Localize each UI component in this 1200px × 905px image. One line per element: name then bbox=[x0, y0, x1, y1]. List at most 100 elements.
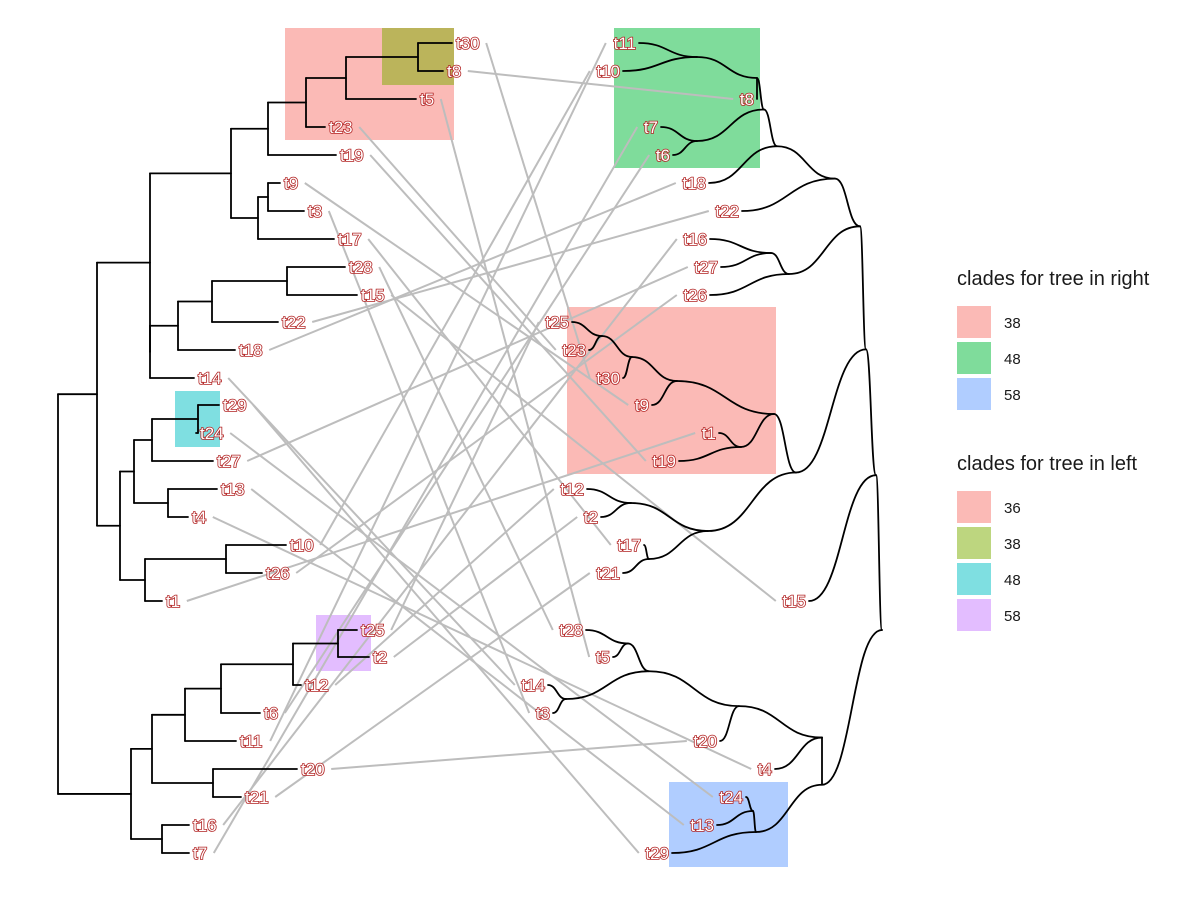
right-tip-label: t23 bbox=[562, 341, 586, 360]
left-tip-label: t19 bbox=[340, 146, 364, 165]
branch-right bbox=[740, 413, 775, 448]
left-tip-label: t20 bbox=[301, 760, 325, 779]
link-t20 bbox=[331, 740, 687, 770]
branch-right bbox=[565, 670, 650, 700]
branch-right bbox=[821, 629, 883, 786]
legend-label: 36 bbox=[1004, 500, 1021, 517]
right-tip-label: t14 bbox=[521, 676, 545, 695]
branch-right bbox=[552, 698, 567, 714]
right-tip-label: t22 bbox=[715, 202, 739, 221]
link-t23 bbox=[358, 126, 557, 351]
left-tip-label: t11 bbox=[240, 732, 262, 751]
left-tip-label: t13 bbox=[221, 480, 245, 499]
branch-right bbox=[720, 252, 772, 268]
legend-title: clades for tree in left bbox=[957, 453, 1138, 475]
left-tip-label: t18 bbox=[239, 341, 263, 360]
branch-right bbox=[859, 225, 867, 351]
branch-right bbox=[808, 474, 877, 602]
right-tip-label: t16 bbox=[683, 230, 707, 249]
link-t17 bbox=[367, 238, 612, 546]
branch-right bbox=[678, 446, 742, 462]
branch-right bbox=[875, 474, 883, 631]
legend-key bbox=[957, 491, 991, 523]
link-t29 bbox=[252, 404, 640, 854]
branch-right bbox=[696, 108, 765, 142]
left-tip-label: t17 bbox=[338, 230, 362, 249]
right-tip-label: t12 bbox=[560, 480, 584, 499]
right-tip-label: t3 bbox=[536, 704, 550, 723]
legend-key bbox=[957, 599, 991, 631]
legend-key bbox=[957, 342, 991, 374]
right-tip-label: t19 bbox=[652, 452, 676, 471]
right-tip-label: t4 bbox=[758, 760, 772, 779]
legend-key bbox=[957, 306, 991, 338]
branch-right bbox=[774, 736, 823, 770]
left-tip-label: t15 bbox=[361, 286, 385, 305]
branch-right bbox=[676, 380, 775, 415]
link-t9 bbox=[304, 182, 629, 406]
link-t10 bbox=[319, 70, 591, 546]
clade-right-38 bbox=[567, 307, 776, 474]
branch-right bbox=[622, 356, 633, 379]
branch-right bbox=[643, 544, 650, 560]
link-t12 bbox=[334, 488, 555, 686]
branch-right bbox=[660, 126, 698, 142]
left-tip-label: t6 bbox=[264, 704, 278, 723]
branch-right bbox=[770, 252, 790, 275]
legend-label: 38 bbox=[1004, 315, 1021, 332]
link-t27 bbox=[246, 266, 689, 462]
left-tip-label: t26 bbox=[266, 564, 290, 583]
branch-right bbox=[865, 348, 877, 477]
right-tip-label: t17 bbox=[617, 536, 641, 555]
branch-right bbox=[709, 238, 772, 254]
branch-right bbox=[672, 140, 698, 156]
left-tip-label: t7 bbox=[193, 844, 207, 863]
right-tip-label: t25 bbox=[545, 313, 569, 332]
left-tip-label: t16 bbox=[193, 816, 217, 835]
link-t11 bbox=[269, 42, 607, 742]
left-tip-label: t8 bbox=[447, 62, 461, 81]
legend-label: 38 bbox=[1004, 536, 1021, 553]
branch-right bbox=[601, 335, 633, 358]
legend-label: 58 bbox=[1004, 608, 1021, 625]
branch-right bbox=[622, 558, 650, 574]
right-tip-label: t20 bbox=[693, 732, 717, 751]
branch-right bbox=[627, 642, 650, 673]
branch-right bbox=[773, 413, 797, 474]
left-tip-label: t29 bbox=[223, 396, 247, 415]
left-tip-label: t9 bbox=[284, 174, 298, 193]
branch-right bbox=[547, 684, 567, 700]
right-tip-label: t9 bbox=[635, 396, 649, 415]
legend-left-tree: clades for tree in left 36 38 48 58 bbox=[957, 453, 1138, 631]
branch-right bbox=[707, 471, 797, 532]
right-tip-label: t13 bbox=[690, 816, 714, 835]
left-tip-label: t21 bbox=[245, 788, 269, 807]
legend-label: 48 bbox=[1004, 572, 1021, 589]
link-t6 bbox=[283, 154, 651, 714]
clade-right-58 bbox=[669, 782, 788, 867]
right-tip-label: t6 bbox=[656, 146, 670, 165]
branch-right bbox=[696, 56, 758, 79]
branch-right bbox=[588, 335, 603, 351]
right-tip-label: t30 bbox=[596, 369, 620, 388]
left-tip-label: t14 bbox=[198, 369, 222, 388]
right-tip-label: t15 bbox=[782, 592, 806, 611]
branch-right bbox=[671, 831, 757, 854]
right-tip-label: t8 bbox=[740, 90, 754, 109]
branch-right bbox=[709, 273, 790, 296]
legend-label: 58 bbox=[1004, 387, 1021, 404]
link-t13 bbox=[250, 488, 685, 826]
left-tip-label: t4 bbox=[192, 508, 206, 527]
left-tip-label: t3 bbox=[308, 202, 322, 221]
link-t15 bbox=[390, 294, 777, 602]
link-t8 bbox=[467, 70, 734, 100]
branch-right bbox=[755, 783, 823, 833]
link-t25 bbox=[390, 321, 540, 631]
branch-right bbox=[719, 705, 740, 742]
link-t2 bbox=[393, 516, 578, 658]
branch-right bbox=[612, 642, 629, 658]
legend-key bbox=[957, 563, 991, 595]
right-tip-label: t18 bbox=[682, 174, 706, 193]
right-tip-label: t10 bbox=[596, 62, 620, 81]
